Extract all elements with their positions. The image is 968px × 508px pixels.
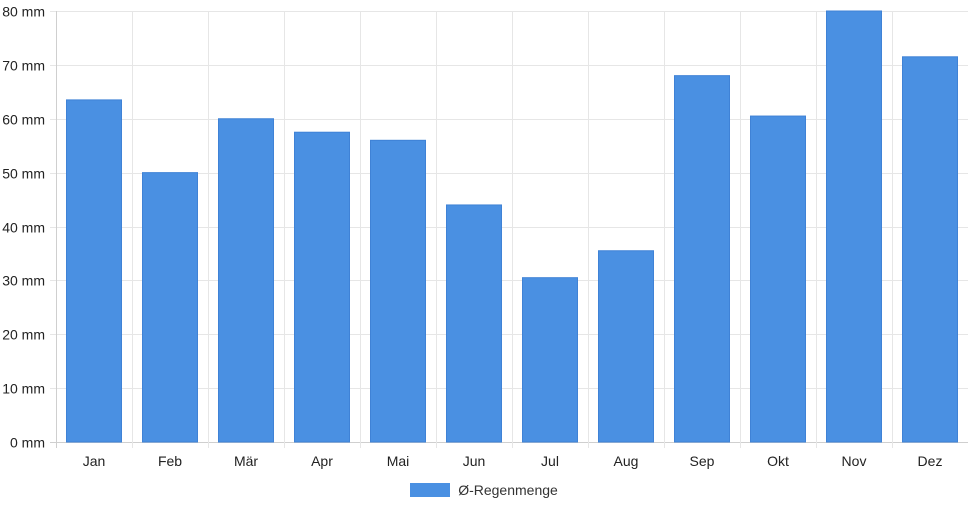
y-tick-label: 80 mm [2, 4, 45, 20]
x-tick-label: Okt [767, 453, 789, 469]
chart-canvas: 0 mm 10 mm 20 mm 30 mm 40 mm 50 mm 60 mm 70 mm 8… [2, 4, 968, 470]
y-tick-label: 30 mm [2, 273, 45, 289]
x-tick-label: Jan [83, 453, 106, 469]
y-tick-label: 50 mm [2, 166, 45, 182]
bar-sep [674, 75, 730, 443]
bar-jun [446, 204, 502, 443]
x-tick-label: Nov [842, 453, 867, 469]
x-tick-label: Apr [311, 453, 333, 469]
legend-swatch [410, 483, 451, 497]
axis-layer: 0 mm 10 mm 20 mm 30 mm 40 mm 50 mm 60 mm 70 mm 8… [2, 4, 942, 470]
bar-feb [142, 172, 198, 443]
legend[interactable]: Ø-Regenmenge [0, 480, 968, 500]
bar-jan [66, 99, 122, 443]
x-tick-label: Sep [690, 453, 715, 469]
bar-jul [522, 277, 578, 443]
y-tick-label: 10 mm [2, 381, 45, 397]
bar-okt [750, 115, 806, 443]
y-tick-label: 0 mm [10, 435, 45, 451]
x-tick-label: Jul [541, 453, 559, 469]
bars-layer [66, 10, 958, 443]
bar-nov [826, 10, 882, 443]
grid-layer [50, 11, 968, 448]
x-tick-label: Jun [463, 453, 486, 469]
x-tick-label: Aug [614, 453, 639, 469]
x-tick-label: Dez [918, 453, 943, 469]
bar-mai [370, 139, 426, 443]
x-tick-label: Feb [158, 453, 182, 469]
y-tick-label: 60 mm [2, 112, 45, 128]
y-tick-label: 20 mm [2, 327, 45, 343]
bar-aug [598, 250, 654, 443]
y-tick-label: 40 mm [2, 220, 45, 236]
bar-apr [294, 131, 350, 443]
bar-mär [218, 118, 274, 443]
x-tick-label: Mär [234, 453, 258, 469]
y-tick-label: 70 mm [2, 58, 45, 74]
legend-label: Ø-Regenmenge [458, 482, 558, 498]
bar-dez [902, 56, 958, 443]
x-tick-label: Mai [387, 453, 410, 469]
